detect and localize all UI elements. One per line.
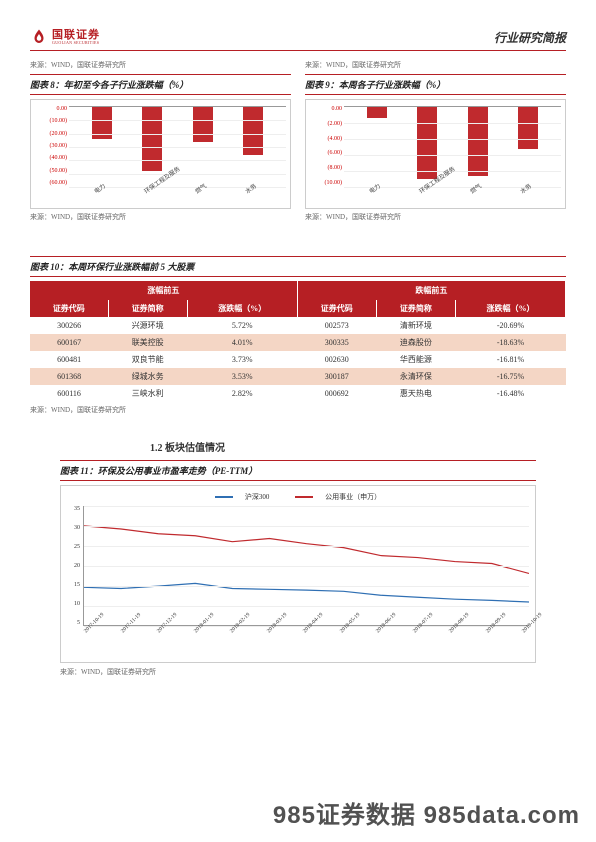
table-col-header: 证券简称 xyxy=(376,300,455,317)
table-row: 600116三峡水利2.82%000692惠天热电-16.48% xyxy=(30,385,566,402)
figure-10-title: 图表 10：本周环保行业涨跌幅前 5 大股票 xyxy=(30,256,566,277)
table-col-header: 证券代码 xyxy=(297,300,376,317)
section-heading: 1.2 板块估值情况 xyxy=(150,439,566,454)
figure-8-chart: 0.00(10.00)(20.00)(30.00)(40.00)(50.00)(… xyxy=(30,99,291,209)
table-cell: 300187 xyxy=(297,368,376,385)
source-label: 来源：WIND，国联证券研究所 xyxy=(305,60,566,70)
legend-label: 沪深300 xyxy=(245,493,270,501)
table-cell: -16.48% xyxy=(455,385,565,402)
table-cell: -16.81% xyxy=(455,351,565,368)
doc-type: 行业研究简报 xyxy=(494,29,566,46)
figure-11-title: 图表 11：环保及公用事业市盈率走势（PE-TTM） xyxy=(60,460,536,481)
table-cell: 000692 xyxy=(297,385,376,402)
table-cell: 600481 xyxy=(30,351,108,368)
table-cell: 002630 xyxy=(297,351,376,368)
legend-label: 公用事业（申万） xyxy=(325,493,381,501)
page-header: 国联证券 GUOLIAN SECURITIES 行业研究简报 xyxy=(30,28,566,51)
table-cell: 300266 xyxy=(30,317,108,334)
table-cell: 3.53% xyxy=(187,368,297,385)
table-cell: 三峡水利 xyxy=(108,385,187,402)
table-row: 601368绿城水务3.53%300187永清环保-16.75% xyxy=(30,368,566,385)
table-col-header: 证券简称 xyxy=(108,300,187,317)
table-cell: 双良节能 xyxy=(108,351,187,368)
table-col-header: 证券代码 xyxy=(30,300,108,317)
table-cell: 601368 xyxy=(30,368,108,385)
flame-icon xyxy=(30,28,48,46)
table-cell: 绿城水务 xyxy=(108,368,187,385)
table-cell: 清新环境 xyxy=(376,317,455,334)
source-label: 来源：WIND，国联证券研究所 xyxy=(305,212,566,222)
table-cell: 华西能源 xyxy=(376,351,455,368)
table-cell: 4.01% xyxy=(187,334,297,351)
chart-legend: 沪深300 公用事业（申万） xyxy=(67,492,529,502)
table-group-header: 涨幅前五 xyxy=(30,281,297,300)
table-cell: 5.72% xyxy=(187,317,297,334)
source-label: 来源：WIND，国联证券研究所 xyxy=(30,405,566,415)
logo-text-cn: 国联证券 xyxy=(52,30,100,41)
source-label: 来源：WIND，国联证券研究所 xyxy=(30,212,291,222)
table-row: 600167联美控股4.01%300335迪森股份-18.63% xyxy=(30,334,566,351)
figure-9-title: 图表 9：本周各子行业涨跌幅（%） xyxy=(305,74,566,95)
table-cell: 联美控股 xyxy=(108,334,187,351)
source-label: 来源：WIND，国联证券研究所 xyxy=(60,667,566,677)
logo: 国联证券 GUOLIAN SECURITIES xyxy=(30,28,100,46)
figure-11-chart: 沪深300 公用事业（申万） 3530252015105 2017-10-192… xyxy=(60,485,536,663)
figure-8-title: 图表 8：年初至今各子行业涨跌幅（%） xyxy=(30,74,291,95)
table-cell: 002573 xyxy=(297,317,376,334)
table-cell: 600116 xyxy=(30,385,108,402)
watermark: 985证券数据 985data.com xyxy=(273,795,580,830)
table-cell: 3.73% xyxy=(187,351,297,368)
table-cell: 迪森股份 xyxy=(376,334,455,351)
table-cell: -16.75% xyxy=(455,368,565,385)
table-cell: -20.69% xyxy=(455,317,565,334)
top5-table: 涨幅前五 跌幅前五 证券代码证券简称涨跌幅（%）证券代码证券简称涨跌幅（%） 3… xyxy=(30,281,566,402)
figure-9-chart: 0.00(2.00)(4.00)(6.00)(8.00)(10.00) 电力环保… xyxy=(305,99,566,209)
table-col-header: 涨跌幅（%） xyxy=(187,300,297,317)
table-cell: 2.82% xyxy=(187,385,297,402)
table-cell: 惠天热电 xyxy=(376,385,455,402)
logo-text-en: GUOLIAN SECURITIES xyxy=(52,41,100,45)
table-col-header: 涨跌幅（%） xyxy=(455,300,565,317)
table-row: 300266兴源环境5.72%002573清新环境-20.69% xyxy=(30,317,566,334)
table-cell: 永清环保 xyxy=(376,368,455,385)
table-cell: 300335 xyxy=(297,334,376,351)
table-cell: 600167 xyxy=(30,334,108,351)
table-cell: 兴源环境 xyxy=(108,317,187,334)
table-group-header: 跌幅前五 xyxy=(297,281,565,300)
table-cell: -18.63% xyxy=(455,334,565,351)
source-label: 来源：WIND，国联证券研究所 xyxy=(30,60,291,70)
table-row: 600481双良节能3.73%002630华西能源-16.81% xyxy=(30,351,566,368)
